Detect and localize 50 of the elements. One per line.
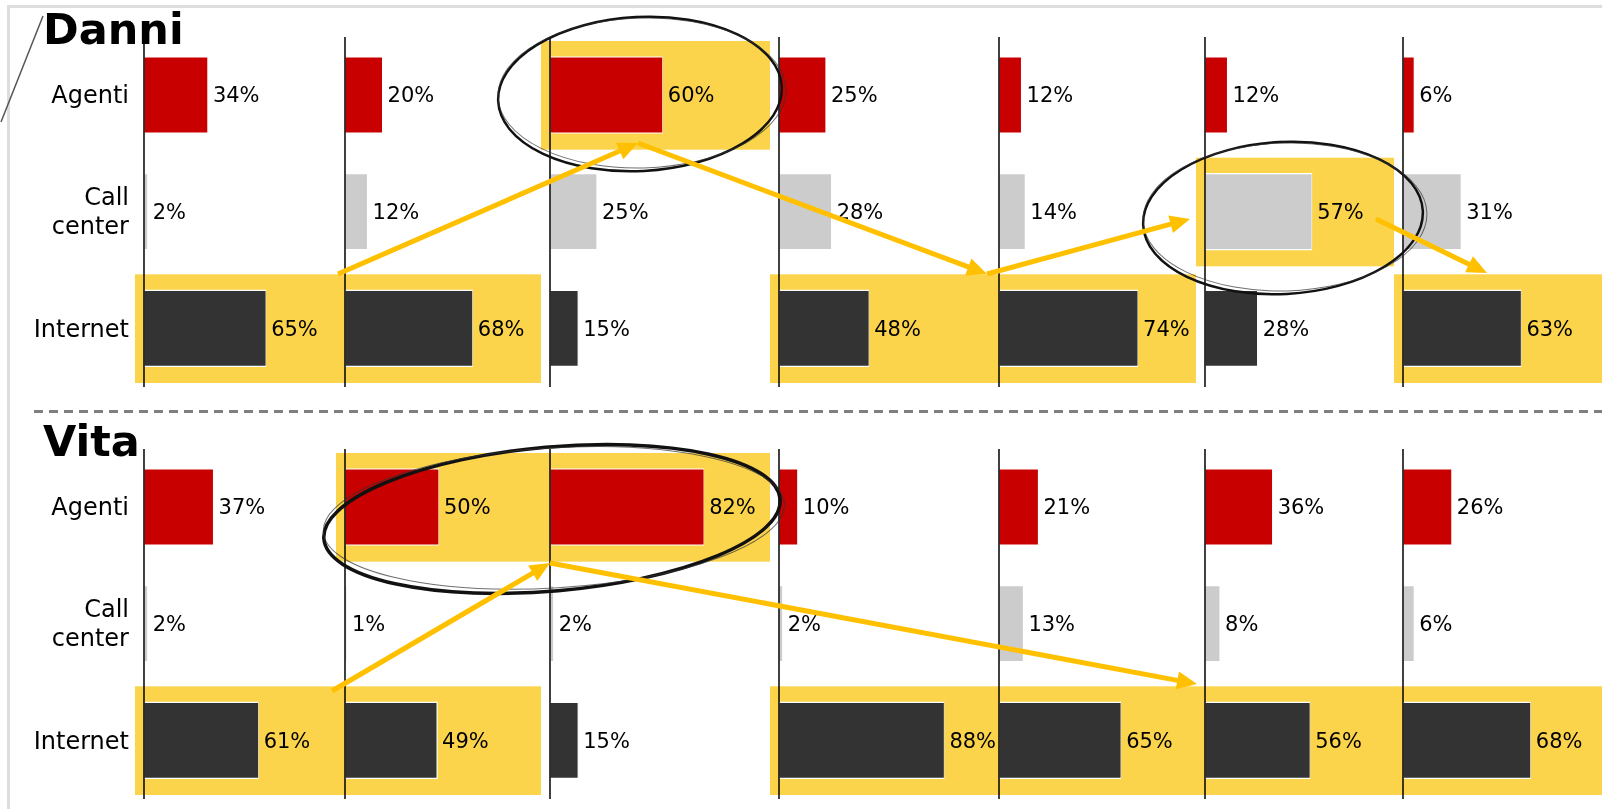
data-label: 8% [1225,612,1259,637]
y-tick-label: Agenti [51,81,129,110]
data-label: 65% [271,316,318,341]
data-label: 68% [477,316,525,341]
data-label: 36% [1277,495,1325,520]
data-label: 31% [1466,200,1513,225]
data-label: 60% [667,83,715,108]
data-label: 50% [444,495,491,520]
data-label: 25% [831,83,878,108]
data-label: 88% [949,728,997,753]
y-tick-label: Internet [33,726,129,755]
data-label: 2% [558,612,593,637]
y-tick-label: Agenti [51,493,129,522]
data-label: 56% [1315,728,1362,753]
data-label: 2% [787,612,822,637]
data-label: 12% [1232,83,1280,108]
data-label: 74% [1143,316,1190,341]
chart-title: Vita [43,416,140,466]
data-label: 2% [152,200,187,225]
data-label: 34% [212,83,260,108]
data-label: 13% [1028,612,1076,637]
data-label: 20% [387,83,435,108]
y-tick-label: Internet [33,314,129,343]
data-label: 63% [1526,316,1574,341]
data-label: 65% [1126,728,1173,753]
data-label: 37% [218,495,266,520]
data-label: 57% [1317,200,1364,225]
y-tick-label: Call center [51,595,130,653]
data-label: 10% [802,495,850,520]
data-label: 25% [602,200,649,225]
data-label: 21% [1043,495,1091,520]
data-label: 6% [1419,83,1453,108]
data-label: 26% [1456,495,1504,520]
data-label: 15% [583,728,630,753]
data-label: 12% [372,200,420,225]
data-label: 68% [1535,728,1583,753]
data-label: 49% [442,728,489,753]
data-label: 28% [836,200,884,225]
data-label: 12% [1026,83,1074,108]
data-label: 48% [874,316,921,341]
chart-title: Danni [43,4,184,54]
data-label: 1% [351,612,386,637]
data-label: 6% [1419,612,1453,637]
data-label: 28% [1262,316,1310,341]
data-label: 82% [709,495,756,520]
data-label: 61% [263,728,311,753]
data-label: 2% [152,612,187,637]
data-label: 14% [1030,200,1077,225]
y-tick-label: Call center [51,183,130,241]
data-label: 15% [583,316,630,341]
